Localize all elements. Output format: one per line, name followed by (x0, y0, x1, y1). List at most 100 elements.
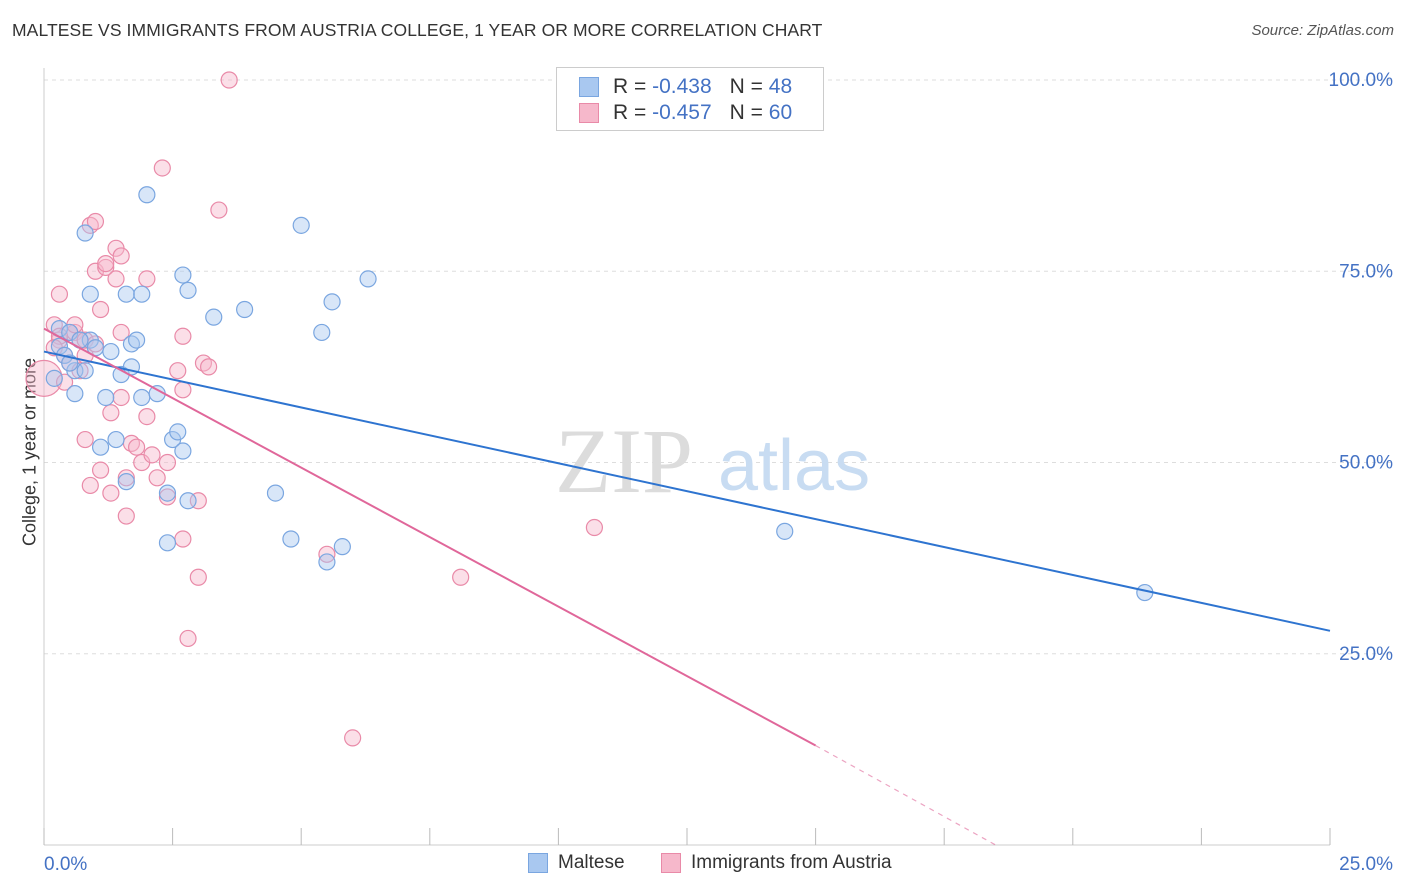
maltese-trend-line (43, 350, 1331, 632)
austria-point (97, 258, 115, 277)
bottom-legend-maltese: Maltese (528, 852, 625, 874)
axes (43, 68, 1331, 846)
maltese-point (117, 285, 135, 303)
austria-point (117, 507, 135, 525)
austria-point (91, 461, 110, 479)
maltese-point (158, 484, 177, 502)
austria-point (153, 159, 171, 177)
austria-point (158, 453, 177, 472)
legend-row-austria: R = -0.457 N = 60 (579, 101, 792, 125)
austria-point (76, 430, 94, 449)
austria-point (344, 729, 362, 747)
austria-point (91, 300, 110, 319)
watermark-zip: ZIP (555, 410, 693, 512)
austria-point (200, 358, 218, 376)
maltese-point (158, 534, 177, 552)
austria-point (138, 408, 156, 426)
maltese-point (81, 285, 99, 303)
maltese-point (45, 369, 63, 387)
austria-point (210, 201, 228, 219)
legend-r-value: -0.438 (652, 75, 712, 98)
watermark-atlas: atlas (718, 426, 870, 506)
bottom-legend-swatch-maltese (528, 853, 548, 873)
legend-r-value: -0.457 (652, 101, 712, 124)
y-tick-label: 75.0% (1339, 261, 1393, 282)
maltese-point (169, 423, 187, 441)
austria-point (127, 438, 146, 456)
austria-point (585, 518, 604, 537)
austria-point (107, 270, 125, 288)
source-label: Source: ZipAtlas.com (1251, 22, 1394, 39)
maltese-point (179, 492, 197, 510)
watermark: ZIP atlas (555, 410, 870, 512)
x-tick-label: 25.0% (1339, 854, 1393, 875)
austria-trend-extension (815, 745, 996, 846)
austria-point (117, 469, 135, 487)
legend-n-value: 48 (768, 75, 793, 98)
legend-n-label: N = (729, 101, 763, 124)
bottom-legend-label-austria: Immigrants from Austria (691, 852, 892, 873)
series-austria-points (25, 71, 604, 747)
austria-point (50, 285, 69, 303)
legend-swatch-maltese (579, 77, 599, 97)
maltese-point (66, 385, 84, 403)
maltese-point (333, 538, 351, 556)
austria-point (174, 530, 192, 548)
maltese-point (107, 430, 125, 449)
maltese-point (776, 522, 794, 540)
austria-point (169, 362, 187, 380)
legend-row-maltese: R = -0.438 N = 48 (579, 75, 792, 99)
austria-point (138, 270, 156, 288)
austria-point (452, 568, 470, 586)
austria-point (189, 568, 207, 586)
austria-point (179, 629, 197, 648)
austria-trend-line (43, 327, 817, 747)
maltese-point (127, 331, 146, 349)
maltese-point (292, 216, 310, 234)
maltese-point (282, 530, 300, 548)
maltese-point (174, 266, 192, 284)
x-tick-label: 0.0% (44, 854, 87, 875)
austria-point (112, 388, 130, 407)
chart-title: MALTESE VS IMMIGRANTS FROM AUSTRIA COLLE… (12, 20, 823, 40)
maltese-point (318, 553, 336, 571)
legend-n-value: 60 (768, 101, 793, 124)
maltese-point (76, 362, 94, 380)
austria-point (174, 381, 192, 399)
legend-swatch-austria (579, 103, 599, 123)
austria-point (86, 212, 105, 231)
maltese-point (174, 442, 192, 460)
austria-point (112, 323, 130, 342)
y-tick-label: 25.0% (1339, 644, 1393, 665)
correlation-legend: R = -0.438 N = 48 R = -0.457 N = 60 (556, 67, 824, 131)
austria-point (158, 488, 177, 506)
austria-point (174, 327, 192, 345)
maltese-point (266, 484, 285, 502)
maltese-point (97, 388, 115, 407)
austria-point (112, 247, 130, 265)
grid (44, 79, 1392, 655)
maltese-point (102, 342, 120, 361)
maltese-point (117, 473, 135, 491)
bottom-legend-austria: Immigrants from Austria (661, 852, 892, 874)
austria-point (148, 469, 166, 487)
austria-point (143, 446, 161, 464)
maltese-point (133, 388, 151, 407)
series-maltese-points (45, 186, 1154, 602)
maltese-point (76, 224, 94, 242)
y-tick-label: 100.0% (1329, 70, 1394, 91)
y-tick-label: 50.0% (1339, 453, 1393, 474)
maltese-point (323, 293, 341, 311)
trend-lines (43, 327, 1331, 846)
maltese-point (138, 186, 156, 204)
austria-point (97, 255, 115, 273)
legend-r-label: R = (613, 101, 647, 124)
maltese-point (179, 281, 197, 299)
austria-point (220, 71, 238, 89)
tick-labels: 25.0% 50.0% 75.0% 100.0% 0.0% 25.0% (44, 70, 1393, 875)
maltese-point (133, 285, 151, 303)
maltese-point (91, 438, 110, 456)
bottom-legend-label-maltese: Maltese (558, 852, 625, 873)
austria-point (102, 484, 120, 502)
